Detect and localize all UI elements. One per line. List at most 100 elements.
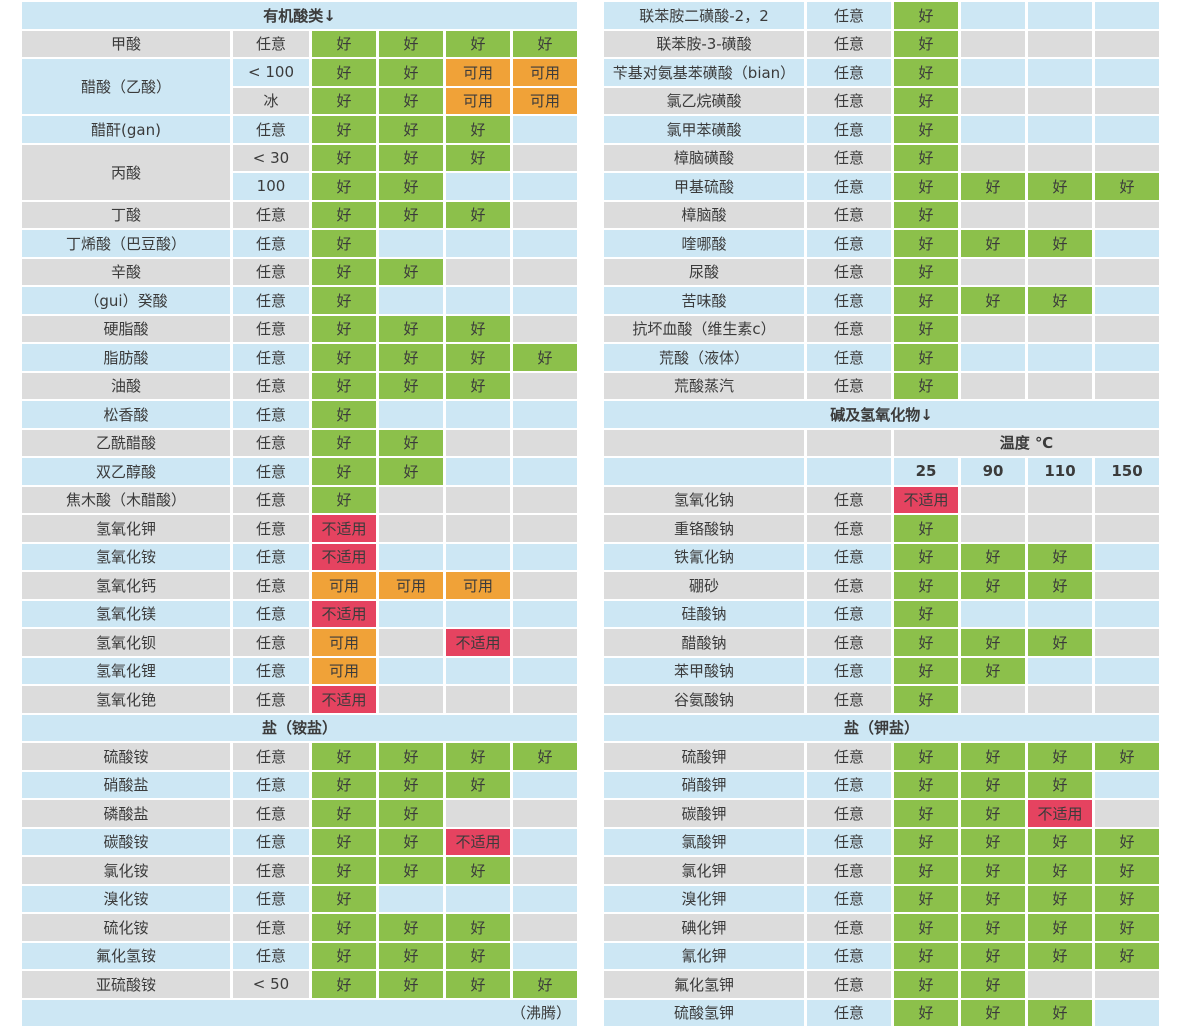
- rating-cell: 好: [446, 971, 510, 998]
- empty-rating-cell: [446, 486, 510, 513]
- empty-rating-cell: [513, 629, 577, 656]
- empty-rating-cell: [513, 771, 577, 798]
- empty-rating-cell: [513, 543, 577, 570]
- empty-rating-cell: [513, 914, 577, 941]
- rating-cell: 好: [446, 372, 510, 399]
- concentration-cell: 任意: [807, 372, 891, 399]
- rating-cell: 好: [446, 116, 510, 143]
- concentration-cell: 任意: [807, 87, 891, 114]
- rating-cell: 好: [446, 857, 510, 884]
- empty-rating-cell: [961, 2, 1025, 29]
- rating-cell: 好: [1028, 914, 1092, 941]
- rating-cell: 好: [379, 743, 443, 770]
- empty-rating-cell: [379, 657, 443, 684]
- chemical-name-cell: 溴化铵: [22, 885, 230, 912]
- rating-cell: 好: [894, 116, 958, 143]
- rating-cell: 好: [379, 144, 443, 171]
- rating-cell: 可用: [379, 572, 443, 599]
- empty-rating-cell: [446, 401, 510, 428]
- chemical-name-cell: 铁氰化钠: [604, 543, 804, 570]
- chemical-name-cell: 氟化氢铵: [22, 942, 230, 969]
- empty-rating-cell: [446, 458, 510, 485]
- empty-rating-cell: [513, 116, 577, 143]
- rating-cell: 好: [513, 971, 577, 998]
- empty-rating-cell: [446, 429, 510, 456]
- concentration-cell: 任意: [233, 515, 309, 542]
- empty-rating-cell: [379, 515, 443, 542]
- empty-rating-cell: [446, 258, 510, 285]
- rating-cell: 好: [379, 771, 443, 798]
- concentration-cell: 任意: [233, 543, 309, 570]
- rating-cell: 好: [894, 999, 958, 1026]
- temperature-header-cell: 温度 ℃: [894, 429, 1159, 456]
- chemical-name-cell: 抗坏血酸（维生素c）: [604, 315, 804, 342]
- empty-rating-cell: [961, 515, 1025, 542]
- empty-rating-cell: [961, 600, 1025, 627]
- rating-cell: 好: [312, 743, 376, 770]
- chemical-name-cell: 氢氧化铯: [22, 686, 230, 713]
- chemical-name-cell: 氢氧化钡: [22, 629, 230, 656]
- rating-cell: 好: [312, 201, 376, 228]
- empty-rating-cell: [961, 258, 1025, 285]
- empty-rating-cell: [1095, 999, 1159, 1026]
- concentration-cell: 任意: [807, 942, 891, 969]
- chemical-name-cell: 硫酸氢钾: [604, 999, 804, 1026]
- concentration-cell: 任意: [807, 144, 891, 171]
- rating-cell: 好: [312, 372, 376, 399]
- chemical-name-cell: 氰化钾: [604, 942, 804, 969]
- rating-cell: 好: [312, 885, 376, 912]
- concentration-cell: 任意: [807, 914, 891, 941]
- concentration-cell: 任意: [233, 686, 309, 713]
- rating-cell: 好: [894, 686, 958, 713]
- empty-rating-cell: [446, 600, 510, 627]
- rating-cell: 好: [1095, 914, 1159, 941]
- rating-cell: 好: [894, 942, 958, 969]
- empty-rating-cell: [513, 800, 577, 827]
- rating-cell: 好: [961, 657, 1025, 684]
- empty-rating-cell: [379, 486, 443, 513]
- concentration-cell: 任意: [807, 515, 891, 542]
- concentration-cell: 任意: [807, 657, 891, 684]
- right-table: 联苯胺二磺酸-2，2 任意好联苯胺-3-磺酸 任意好苄基对氨基苯磺酸（bian） 任意…: [604, 2, 1159, 1026]
- rating-cell: 好: [312, 971, 376, 998]
- concentration-cell: 任意: [233, 885, 309, 912]
- empty-rating-cell: [1095, 657, 1159, 684]
- temps-spacer-conc: [807, 458, 891, 485]
- chemical-name-cell: 尿酸: [604, 258, 804, 285]
- chemical-name-cell: 氯化铵: [22, 857, 230, 884]
- rating-cell: 好: [312, 30, 376, 57]
- empty-rating-cell: [1028, 372, 1092, 399]
- chemical-name-cell: 喹哪酸: [604, 230, 804, 257]
- empty-rating-cell: [513, 287, 577, 314]
- rating-cell: 好: [446, 144, 510, 171]
- rating-cell: 好: [379, 372, 443, 399]
- empty-rating-cell: [1028, 2, 1092, 29]
- chemical-name-cell: 苄基对氨基苯磺酸（bian）: [604, 59, 804, 86]
- rating-cell: 好: [961, 885, 1025, 912]
- concentration-cell: 任意: [807, 173, 891, 200]
- chemical-name-cell: 亚硫酸铵: [22, 971, 230, 998]
- empty-rating-cell: [961, 372, 1025, 399]
- chemical-name-cell: 氢氧化钾: [22, 515, 230, 542]
- rating-cell: 可用: [312, 657, 376, 684]
- concentration-cell: 任意: [233, 287, 309, 314]
- chemical-name-cell: 荒酸蒸汽: [604, 372, 804, 399]
- empty-rating-cell: [1095, 515, 1159, 542]
- rating-cell: 好: [1028, 230, 1092, 257]
- rating-cell: 好: [312, 800, 376, 827]
- rating-cell: 好: [961, 914, 1025, 941]
- empty-rating-cell: [1028, 87, 1092, 114]
- chemical-name-cell: 硫化铵: [22, 914, 230, 941]
- empty-rating-cell: [1095, 629, 1159, 656]
- rating-cell: 好: [312, 857, 376, 884]
- section-header: 有机酸类↓: [22, 2, 577, 29]
- rating-cell: 好: [894, 144, 958, 171]
- concentration-cell: 任意: [233, 458, 309, 485]
- section-header: 盐（铵盐）: [22, 714, 577, 741]
- chemical-name-cell: 氯酸钾: [604, 828, 804, 855]
- empty-rating-cell: [379, 885, 443, 912]
- chemical-name-cell: 氢氧化钠: [604, 486, 804, 513]
- rating-cell: 不适用: [312, 515, 376, 542]
- concentration-cell: 任意: [233, 344, 309, 371]
